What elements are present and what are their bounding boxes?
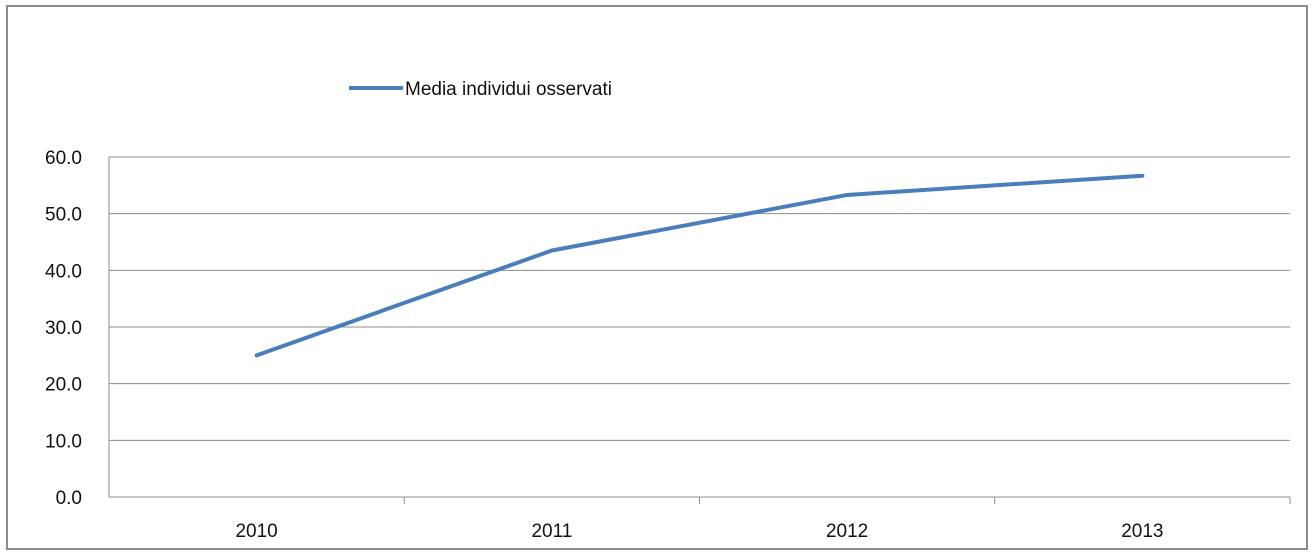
- x-tick-label: 2013: [1121, 521, 1163, 542]
- series-line: [254, 173, 1145, 358]
- chart-frame: [6, 5, 1308, 550]
- y-tick-labels: 0.0 10.0 20.0 30.0 40.0 50.0 60.0: [45, 148, 82, 509]
- x-tick-label: 2011: [531, 521, 572, 542]
- legend-label: Media individui osservati: [405, 79, 612, 100]
- y-tick-label: 50.0: [45, 205, 82, 226]
- x-tick-label: 2012: [826, 521, 868, 542]
- x-tick-label: 2010: [235, 521, 277, 542]
- y-tick-label: 60.0: [45, 148, 82, 169]
- y-tick-label: 40.0: [45, 261, 82, 282]
- legend: Media individui osservati: [349, 79, 612, 100]
- x-tick-labels: 2010 2011 2012 2013: [235, 521, 1163, 542]
- y-tick-label: 20.0: [45, 375, 82, 396]
- x-tick-marks: [403, 497, 1291, 504]
- series-lines: [254, 173, 1145, 358]
- y-tick-label: 0.0: [56, 488, 82, 509]
- gridlines: [109, 156, 1290, 441]
- y-tick-label: 10.0: [45, 431, 82, 452]
- y-tick-label: 30.0: [45, 318, 82, 339]
